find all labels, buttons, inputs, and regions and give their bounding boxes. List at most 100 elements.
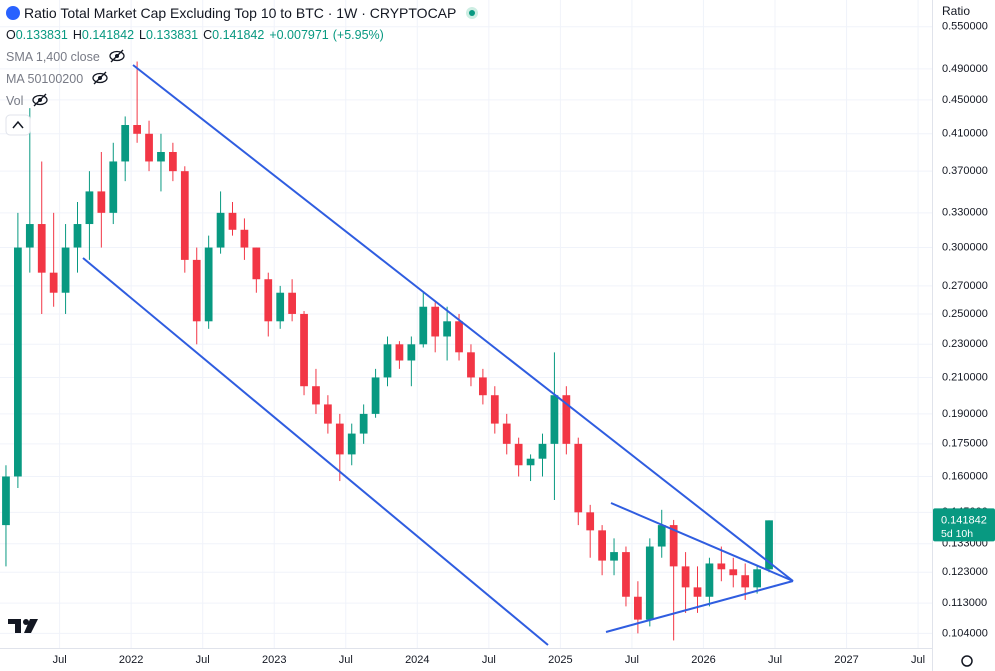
- x-tick-label: Jul: [625, 654, 639, 666]
- settings-icon[interactable]: [961, 655, 973, 667]
- collapse-icon[interactable]: [12, 120, 24, 129]
- ohlc-label: L: [139, 28, 146, 42]
- candle-body: [14, 247, 22, 477]
- candle-body: [97, 191, 106, 213]
- hide-icon[interactable]: [108, 49, 126, 63]
- eye[interactable]: [92, 72, 108, 84]
- indicator-label: MA 50100200: [6, 72, 84, 86]
- y-tick-label: 0.175000: [942, 438, 988, 450]
- hide-icon[interactable]: [91, 71, 109, 85]
- candle-body: [288, 292, 296, 314]
- change-pct: (+5.95%): [332, 28, 384, 42]
- candle-body: [359, 413, 368, 434]
- y-tick-label: 0.550000: [942, 21, 988, 33]
- legend: Ratio Total Market Cap Excluding Top 10 …: [6, 2, 478, 112]
- y-tick-label: 0.450000: [942, 94, 988, 106]
- candle-body: [431, 306, 440, 337]
- candle-body: [765, 520, 773, 570]
- ohlc-label: O: [6, 28, 16, 42]
- candle-body: [252, 247, 261, 280]
- price-tag: [933, 508, 995, 542]
- candle-body: [681, 566, 690, 588]
- candle-body: [2, 476, 10, 526]
- candle-body: [717, 563, 726, 570]
- candle-body: [550, 395, 559, 444]
- indicator-row[interactable]: SMA 1,400 close: [6, 46, 478, 68]
- y-tick-label: 0.123000: [942, 566, 988, 578]
- candle-body: [85, 191, 94, 225]
- axes: 0.550000 0.490000 0.450000 0.410000 0.370000…: [53, 21, 988, 666]
- y-tick-label: 0.104000: [942, 627, 988, 639]
- candle-body: [538, 443, 547, 459]
- y-tick-label: 0.410000: [942, 128, 988, 140]
- candle-body: [240, 229, 249, 248]
- candle-body: [61, 247, 70, 293]
- status-dot-inner: [468, 10, 475, 16]
- x-tick-label: Jul: [196, 654, 210, 666]
- candle-body: [598, 530, 606, 561]
- channel-upper: [132, 64, 794, 582]
- title: Ratio Total Market Cap Excluding Top 10 …: [24, 5, 457, 21]
- slash[interactable]: [33, 93, 47, 107]
- candle-body: [419, 306, 428, 345]
- indicator-row[interactable]: Vol: [6, 90, 478, 112]
- y-tick-label: 0.190000: [942, 408, 988, 420]
- candle-body: [49, 272, 58, 293]
- candle-body: [705, 563, 714, 597]
- eye[interactable]: [109, 50, 125, 62]
- x-tick-label: Jul: [339, 654, 353, 666]
- candle-body: [479, 377, 487, 396]
- candle-body: [395, 344, 404, 361]
- change: +0.007971: [269, 28, 329, 42]
- y-tick-label: 0.330000: [942, 207, 988, 219]
- candle-body: [276, 292, 285, 322]
- logo-part: [15, 619, 21, 633]
- candle-body: [514, 443, 523, 466]
- candle-body: [407, 344, 416, 361]
- candle-body: [37, 224, 46, 273]
- candle-body: [502, 423, 511, 444]
- collapse-button[interactable]: [5, 114, 31, 136]
- eye[interactable]: [32, 94, 49, 106]
- indicator-label: Vol: [6, 94, 24, 108]
- candle-body: [586, 512, 595, 531]
- y-tick-label: 0.490000: [942, 63, 988, 75]
- candle-body: [526, 458, 535, 466]
- candle-body: [634, 596, 642, 620]
- ohlc-value: 0.141842: [81, 28, 135, 42]
- axis-header: Ratio: [942, 4, 970, 18]
- y-tick-label: 0.300000: [942, 241, 988, 253]
- ohlc-value: 0.141842: [212, 28, 265, 42]
- ohlc-row: O0.133831 H0.141842 L0.133831 C0.141842 +0.0…: [6, 24, 478, 46]
- hide-icon[interactable]: [31, 93, 49, 107]
- x-tick-label: Jul: [482, 654, 496, 666]
- x-tick-label: 2026: [691, 654, 715, 666]
- candle-body: [157, 151, 165, 162]
- x-tick-label: Jul: [53, 654, 67, 666]
- symbol-logo: [6, 6, 20, 20]
- tradingview-logo: [8, 619, 38, 633]
- candle-body: [109, 161, 118, 213]
- slash[interactable]: [93, 71, 107, 85]
- candle-body: [645, 546, 654, 620]
- indicator-row[interactable]: MA 50100200: [6, 68, 478, 90]
- logo-part: [23, 619, 29, 625]
- candle-body: [300, 313, 308, 387]
- y-tick-label: 0.370000: [942, 165, 988, 177]
- candle-body: [312, 386, 320, 405]
- title-row: Ratio Total Market Cap Excluding Top 10 …: [6, 2, 478, 24]
- y-tick-label: 0.270000: [942, 280, 988, 292]
- price-tag-value: 0.141842: [941, 514, 987, 526]
- grid: [0, 0, 932, 648]
- candle-body: [455, 321, 463, 353]
- settings-gear[interactable]: [961, 655, 973, 667]
- y-tick-label: 0.230000: [942, 338, 988, 350]
- candle-body: [347, 433, 356, 455]
- slash[interactable]: [110, 49, 124, 63]
- candle-body: [490, 395, 499, 424]
- logo-part: [8, 619, 21, 624]
- candle-body: [133, 125, 141, 134]
- candle-body: [753, 569, 761, 588]
- candles: [2, 61, 773, 641]
- candle-body: [324, 404, 332, 424]
